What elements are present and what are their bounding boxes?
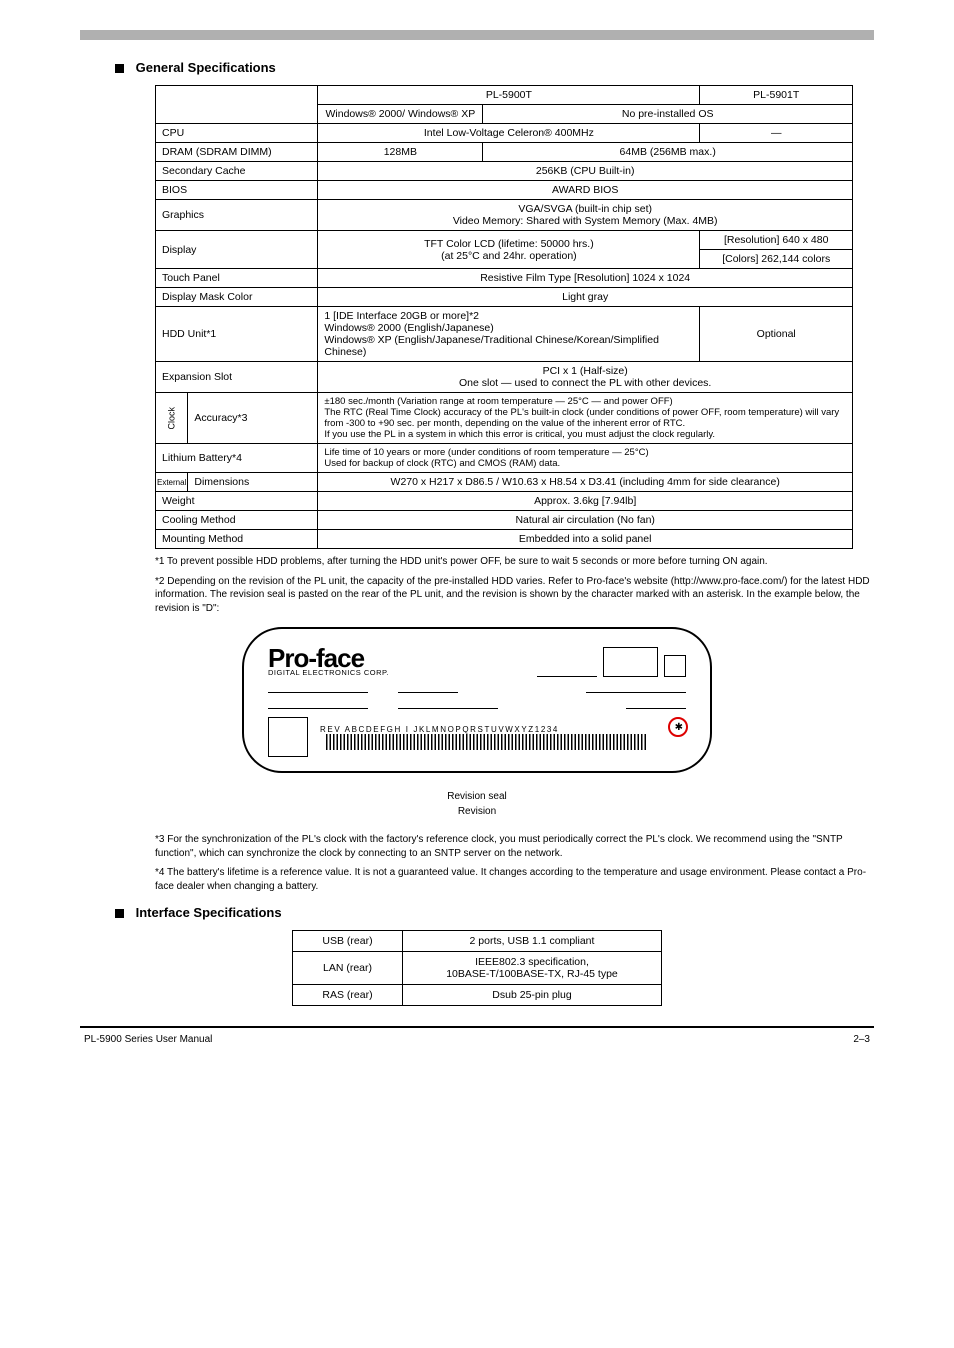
row-cpu-name: CPU bbox=[156, 124, 318, 143]
row-hdd-b: Optional bbox=[700, 307, 853, 362]
row-weight-val: Approx. 3.6kg [7.94lb] bbox=[318, 492, 853, 511]
proface-logo-sub: DIGITAL ELECTRONICS CORP. bbox=[268, 668, 389, 677]
label-line-2 bbox=[268, 683, 368, 693]
iface-r2-right: IEEE802.3 specification, 10BASE-T/100BAS… bbox=[403, 952, 662, 985]
row-clock-pre: Clock bbox=[156, 393, 188, 444]
row-bios-name: BIOS bbox=[156, 181, 318, 200]
footnote-4: *4 The battery's lifetime is a reference… bbox=[155, 866, 874, 893]
iface-r2-left: LAN (rear) bbox=[293, 952, 403, 985]
revision-caption-bottom: Revision bbox=[80, 806, 874, 817]
row-disp-a: TFT Color LCD (lifetime: 50000 hrs.) (at… bbox=[318, 231, 700, 269]
section-general-spec-heading: General Specifications bbox=[115, 60, 874, 75]
label-box-1 bbox=[603, 647, 658, 677]
row-disp-name: Display bbox=[156, 231, 318, 269]
spec-sub-none: No pre-installed OS bbox=[483, 105, 853, 124]
row-hdd-a: 1 [IDE Interface 20GB or more]*2 Windows… bbox=[318, 307, 700, 362]
row-hdd-name: HDD Unit*1 bbox=[156, 307, 318, 362]
spec-header-a: PL-5900T bbox=[318, 86, 700, 105]
row-mount-val: Embedded into a solid panel bbox=[318, 530, 853, 549]
row-cache-name: Secondary Cache bbox=[156, 162, 318, 181]
label-line-5 bbox=[268, 699, 368, 709]
revision-caption-top: Revision seal bbox=[80, 791, 874, 802]
row-lith-name: Lithium Battery*4 bbox=[156, 444, 318, 473]
proface-logo: Pro-face DIGITAL ELECTRONICS CORP. bbox=[268, 647, 389, 677]
row-clock-val: ±180 sec./month (Variation range at room… bbox=[318, 393, 853, 444]
row-mask-val: Light gray bbox=[318, 288, 853, 307]
footnote-2: *2 Depending on the revision of the PL u… bbox=[155, 575, 874, 616]
row-bios-val: AWARD BIOS bbox=[318, 181, 853, 200]
footnote-3: *3 For the synchronization of the PL's c… bbox=[155, 833, 874, 860]
row-graphics-val: VGA/SVGA (built-in chip set) Video Memor… bbox=[318, 200, 853, 231]
footer-rule bbox=[80, 1026, 874, 1028]
row-hdd-a-line1: 1 [IDE Interface 20GB or more]*2 bbox=[324, 310, 693, 322]
square-bullet-icon bbox=[115, 909, 124, 918]
row-cache-val: 256KB (CPU Built-in) bbox=[318, 162, 853, 181]
row-dim-name: Dimensions bbox=[188, 473, 318, 492]
rev-letters: REV ABCDEFGH I JKLMNOPQRSTUVWXYZ1234 bbox=[320, 725, 559, 734]
row-dram-b: 64MB (256MB max.) bbox=[483, 143, 853, 162]
row-exp-name: Expansion Slot bbox=[156, 362, 318, 393]
square-bullet-icon bbox=[115, 64, 124, 73]
row-weight-name: Weight bbox=[156, 492, 318, 511]
general-spec-table: PL-5900T PL-5901T Windows® 2000/ Windows… bbox=[155, 85, 853, 549]
row-lith-val: Life time of 10 years or more (under con… bbox=[318, 444, 853, 473]
section-interface-spec-heading: Interface Specifications bbox=[115, 905, 874, 920]
row-dim-val: W270 x H217 x D86.5 / W10.63 x H8.54 x D… bbox=[318, 473, 853, 492]
spec-sub-win: Windows® 2000/ Windows® XP bbox=[318, 105, 483, 124]
spec-header-b: PL-5901T bbox=[700, 86, 853, 105]
iface-r3-left: RAS (rear) bbox=[293, 985, 403, 1006]
iface-r1-right: 2 ports, USB 1.1 compliant bbox=[403, 931, 662, 952]
label-line-1 bbox=[537, 667, 597, 677]
row-exp-val: PCI x 1 (Half-size) One slot — used to c… bbox=[318, 362, 853, 393]
row-dram-a: 128MB bbox=[318, 143, 483, 162]
revision-label-diagram: Pro-face DIGITAL ELECTRONICS CORP. R bbox=[242, 627, 712, 773]
section-title-2: Interface Specifications bbox=[136, 905, 282, 920]
label-line-6 bbox=[398, 699, 498, 709]
row-clock-name: Accuracy*3 bbox=[188, 393, 318, 444]
row-hdd-a-line3: Windows® XP (English/Japanese/Traditiona… bbox=[324, 334, 693, 358]
spec-header-blank bbox=[156, 86, 318, 124]
row-cooling-name: Cooling Method bbox=[156, 511, 318, 530]
iface-r3-right: Dsub 25-pin plug bbox=[403, 985, 662, 1006]
row-mount-name: Mounting Method bbox=[156, 530, 318, 549]
row-dram-name: DRAM (SDRAM DIMM) bbox=[156, 143, 318, 162]
row-hdd-a-line2: Windows® 2000 (English/Japanese) bbox=[324, 322, 693, 334]
row-cpu-val: Intel Low-Voltage Celeron® 400MHz bbox=[318, 124, 700, 143]
iface-r1-left: USB (rear) bbox=[293, 931, 403, 952]
label-line-4 bbox=[586, 683, 686, 693]
row-disp-res: [Resolution] 640 x 480 bbox=[700, 231, 853, 250]
revision-rev-row: REV ABCDEFGH I JKLMNOPQRSTUVWXYZ1234 bbox=[268, 717, 686, 757]
page-footer: PL-5900 Series User Manual 2–3 bbox=[80, 1034, 874, 1045]
row-touch-val: Resistive Film Type [Resolution] 1024 x … bbox=[318, 269, 853, 288]
label-line-3 bbox=[398, 683, 458, 693]
row-dim-pre: External bbox=[156, 473, 188, 492]
label-box-2 bbox=[664, 655, 686, 677]
interface-spec-table: USB (rear) 2 ports, USB 1.1 compliant LA… bbox=[292, 930, 662, 1006]
proface-logo-word: Pro-face bbox=[268, 647, 364, 670]
row-touch-name: Touch Panel bbox=[156, 269, 318, 288]
label-line-7 bbox=[626, 699, 686, 709]
row-disp-colors: [Colors] 262,144 colors bbox=[700, 250, 853, 269]
row-cooling-val: Natural air circulation (No fan) bbox=[318, 511, 853, 530]
section-title: General Specifications bbox=[136, 60, 276, 75]
footnote-1: *1 To prevent possible HDD problems, aft… bbox=[155, 555, 874, 569]
footer-left: PL-5900 Series User Manual bbox=[84, 1034, 212, 1045]
barcode-icon bbox=[326, 734, 646, 750]
row-graphics-name: Graphics bbox=[156, 200, 318, 231]
row-mask-name: Display Mask Color bbox=[156, 288, 318, 307]
footer-right: 2–3 bbox=[853, 1034, 870, 1045]
label-small-square bbox=[268, 717, 308, 757]
